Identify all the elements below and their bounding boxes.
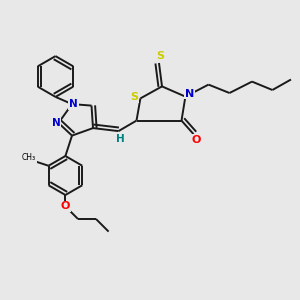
Text: O: O — [61, 201, 70, 212]
Text: H: H — [116, 134, 124, 144]
Text: CH₃: CH₃ — [22, 154, 36, 163]
Text: N: N — [69, 99, 78, 109]
Text: S: S — [130, 92, 138, 102]
Text: O: O — [192, 135, 201, 145]
Text: N: N — [185, 88, 194, 99]
Text: N: N — [52, 118, 61, 128]
Text: S: S — [157, 51, 164, 62]
